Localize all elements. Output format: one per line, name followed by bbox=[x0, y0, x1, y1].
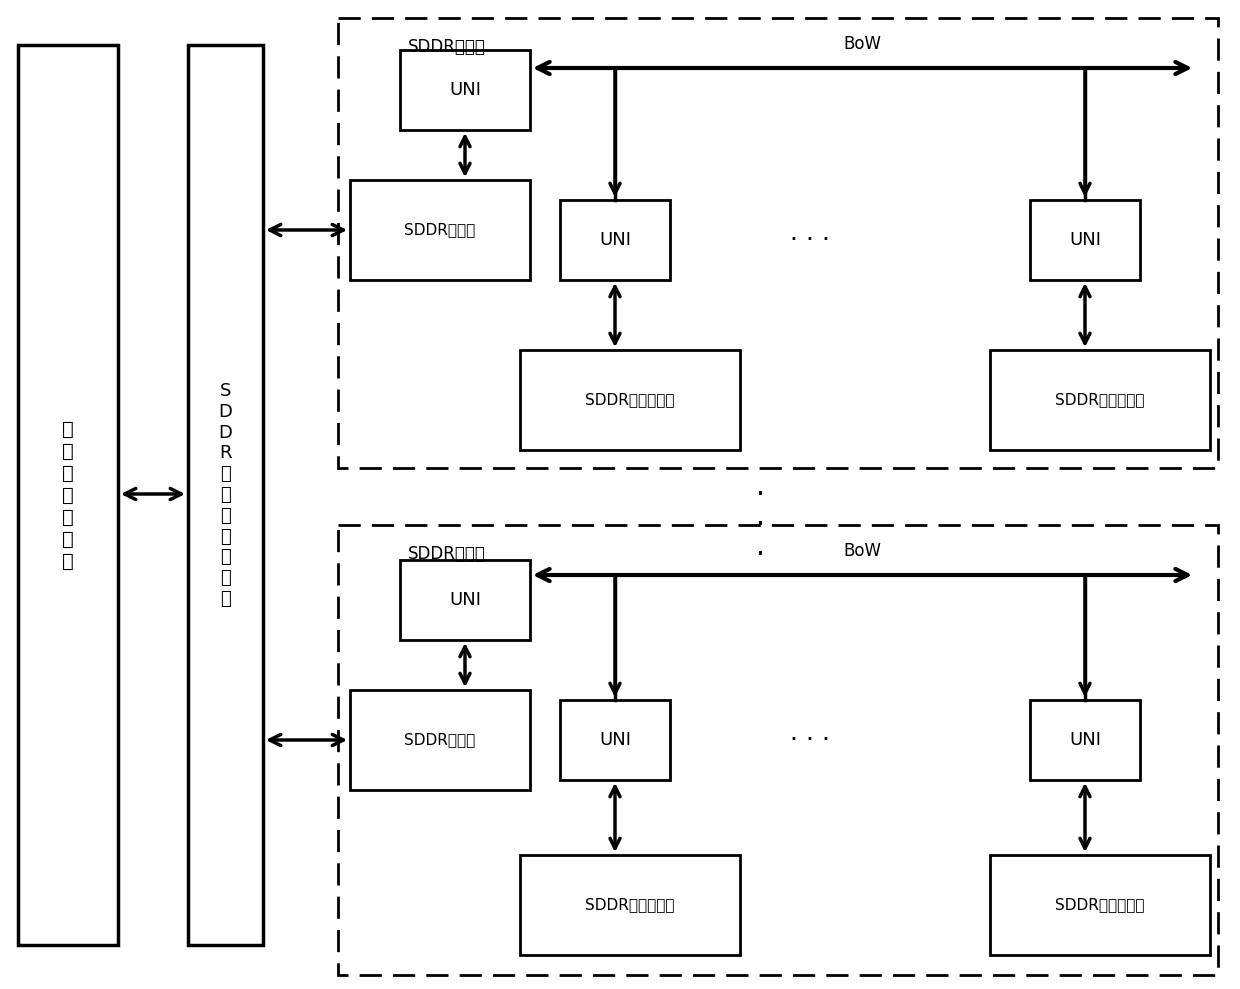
Bar bbox=[1030, 700, 1140, 780]
Text: ·: · bbox=[755, 511, 764, 539]
Text: SDDR控制器: SDDR控制器 bbox=[404, 223, 476, 237]
Bar bbox=[350, 180, 529, 280]
Text: 计
算
机
主
机
接
口: 计 算 机 主 机 接 口 bbox=[62, 419, 74, 571]
Text: SDDR存储器节点: SDDR存储器节点 bbox=[1055, 897, 1145, 913]
Text: SDDR存储器: SDDR存储器 bbox=[408, 38, 486, 56]
Text: SDDR存储器节点: SDDR存储器节点 bbox=[585, 393, 675, 407]
Text: UNI: UNI bbox=[449, 81, 481, 99]
Text: S
D
D
R
存
储
阵
列
控
制
器: S D D R 存 储 阵 列 控 制 器 bbox=[218, 382, 232, 608]
Bar bbox=[339, 18, 1218, 468]
Text: SDDR存储器: SDDR存储器 bbox=[408, 545, 486, 563]
Bar bbox=[350, 690, 529, 790]
Bar bbox=[990, 855, 1210, 955]
Text: SDDR控制器: SDDR控制器 bbox=[404, 733, 476, 748]
Bar bbox=[188, 45, 263, 945]
Bar bbox=[560, 700, 670, 780]
Bar bbox=[990, 350, 1210, 450]
Text: UNI: UNI bbox=[1069, 731, 1101, 749]
Bar bbox=[339, 525, 1218, 975]
Bar bbox=[1030, 200, 1140, 280]
Text: UNI: UNI bbox=[449, 591, 481, 609]
Text: UNI: UNI bbox=[1069, 231, 1101, 249]
Text: · · ·: · · · bbox=[790, 228, 830, 252]
Bar bbox=[520, 350, 740, 450]
Bar bbox=[520, 855, 740, 955]
Bar bbox=[560, 200, 670, 280]
Bar bbox=[401, 560, 529, 640]
Text: SDDR存储器节点: SDDR存储器节点 bbox=[585, 897, 675, 913]
Text: ·: · bbox=[755, 541, 764, 569]
Text: · · ·: · · · bbox=[790, 728, 830, 752]
Text: SDDR存储器节点: SDDR存储器节点 bbox=[1055, 393, 1145, 407]
Text: BoW: BoW bbox=[843, 35, 882, 53]
Text: UNI: UNI bbox=[599, 731, 631, 749]
Text: ·: · bbox=[755, 481, 764, 509]
Text: UNI: UNI bbox=[599, 231, 631, 249]
Text: BoW: BoW bbox=[843, 542, 882, 560]
Bar bbox=[19, 45, 118, 945]
Bar bbox=[401, 50, 529, 130]
